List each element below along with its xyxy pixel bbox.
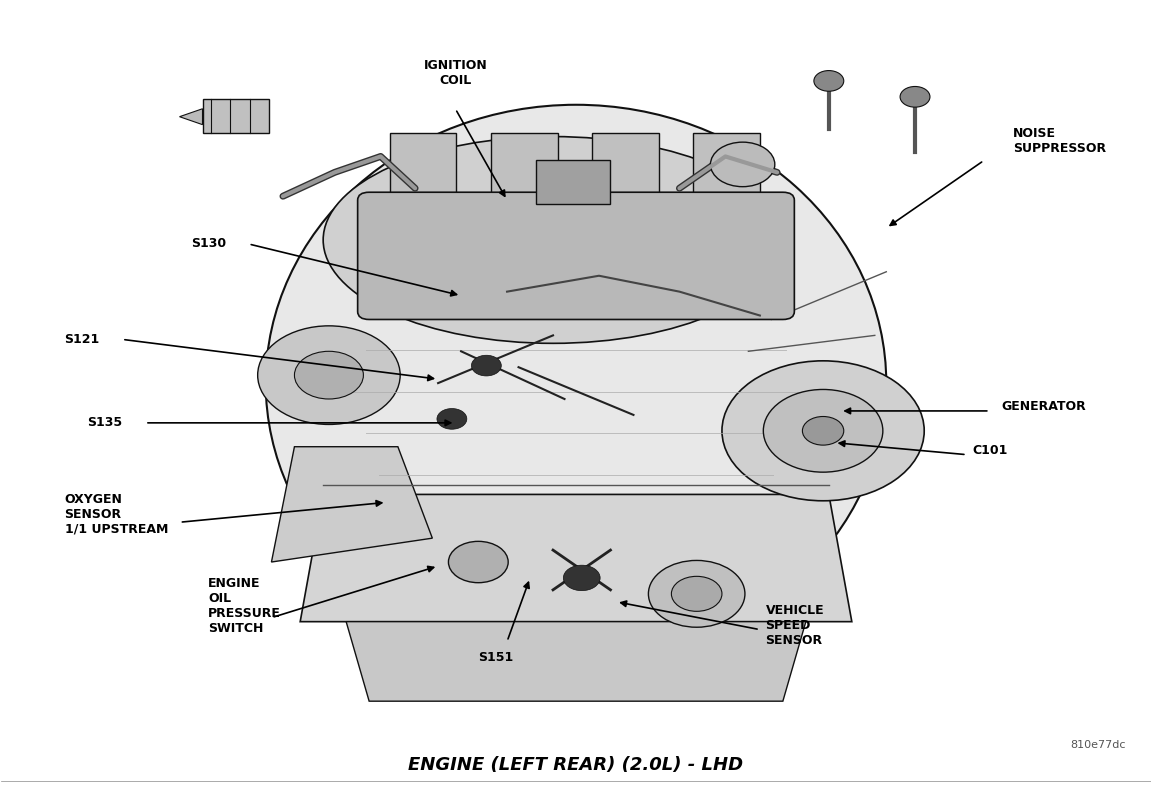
Circle shape — [437, 409, 467, 429]
Polygon shape — [272, 447, 432, 562]
Bar — [694, 132, 760, 220]
Circle shape — [764, 389, 882, 472]
Text: 810e77dc: 810e77dc — [1070, 740, 1126, 750]
Text: S135: S135 — [88, 417, 123, 429]
Circle shape — [722, 361, 924, 501]
Bar — [592, 132, 659, 220]
Circle shape — [295, 351, 363, 399]
Circle shape — [711, 142, 775, 187]
Text: OXYGEN
SENSOR
1/1 UPSTREAM: OXYGEN SENSOR 1/1 UPSTREAM — [65, 493, 168, 535]
Circle shape — [563, 565, 600, 591]
Bar — [203, 99, 270, 132]
Circle shape — [803, 417, 843, 445]
Circle shape — [471, 355, 501, 376]
Circle shape — [814, 70, 843, 91]
Polygon shape — [180, 109, 203, 124]
Circle shape — [672, 576, 722, 611]
Text: NOISE
SUPPRESSOR: NOISE SUPPRESSOR — [1013, 127, 1106, 155]
Polygon shape — [301, 495, 851, 622]
Text: S130: S130 — [191, 238, 226, 251]
Text: S121: S121 — [65, 333, 100, 346]
Text: ENGINE (LEFT REAR) (2.0L) - LHD: ENGINE (LEFT REAR) (2.0L) - LHD — [409, 756, 743, 774]
Bar — [389, 132, 456, 220]
Circle shape — [649, 560, 745, 627]
Circle shape — [258, 326, 400, 425]
Ellipse shape — [324, 136, 783, 343]
FancyBboxPatch shape — [357, 192, 795, 319]
Text: IGNITION
COIL: IGNITION COIL — [424, 59, 487, 87]
Bar — [536, 160, 611, 204]
Text: C101: C101 — [972, 444, 1008, 457]
Ellipse shape — [266, 105, 886, 662]
Bar — [491, 132, 558, 220]
Text: ENGINE
OIL
PRESSURE
SWITCH: ENGINE OIL PRESSURE SWITCH — [209, 577, 281, 634]
Polygon shape — [346, 622, 806, 701]
Text: VEHICLE
SPEED
SENSOR: VEHICLE SPEED SENSOR — [766, 604, 824, 647]
Text: S151: S151 — [478, 651, 513, 664]
Circle shape — [900, 86, 930, 107]
Text: GENERATOR: GENERATOR — [1001, 401, 1086, 413]
Circle shape — [448, 541, 508, 583]
